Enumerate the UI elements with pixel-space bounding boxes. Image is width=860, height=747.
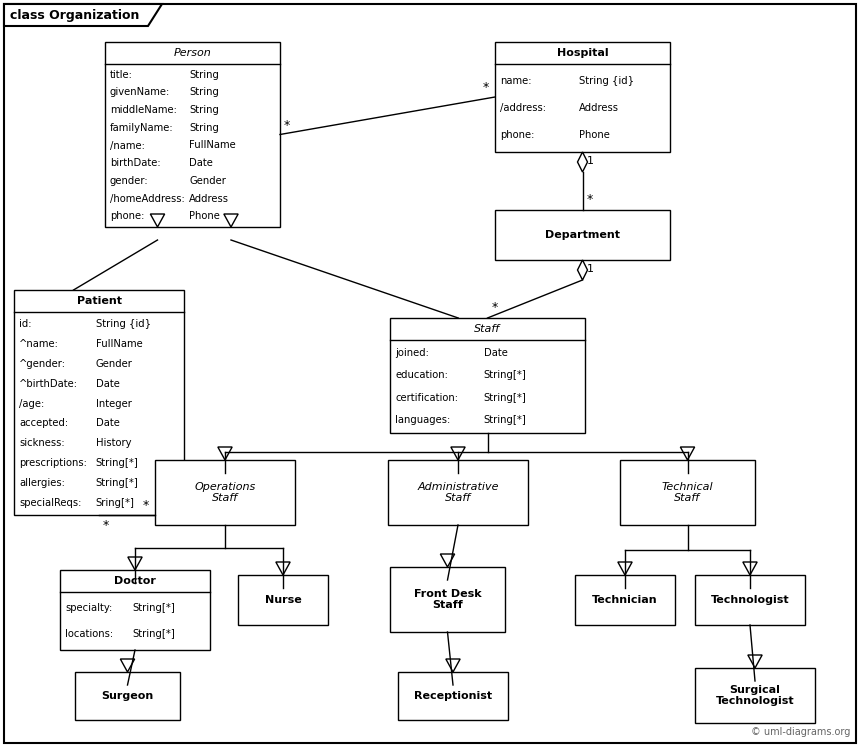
Text: *: * (587, 193, 593, 206)
Text: birthDate:: birthDate: (110, 158, 161, 168)
Bar (575, 575, 675, 625)
Bar (390, 567, 505, 632)
Text: String: String (189, 69, 219, 80)
Text: String {id}: String {id} (95, 319, 150, 329)
Text: Date: Date (483, 348, 507, 359)
Text: Date: Date (95, 379, 120, 388)
Text: familyName:: familyName: (110, 123, 174, 133)
Text: ^birthDate:: ^birthDate: (19, 379, 78, 388)
Text: allergies:: allergies: (19, 478, 64, 488)
Bar (238, 575, 328, 625)
Text: *: * (492, 301, 498, 314)
Text: History: History (95, 438, 131, 448)
Bar (14, 290, 184, 515)
Text: /name:: /name: (110, 140, 144, 150)
Text: ^gender:: ^gender: (19, 359, 66, 369)
Text: FullName: FullName (95, 339, 143, 349)
Text: *: * (143, 499, 149, 512)
Text: joined:: joined: (395, 348, 429, 359)
Text: String[*]: String[*] (95, 458, 138, 468)
Text: Doctor: Doctor (114, 576, 156, 586)
Text: Surgical
Technologist: Surgical Technologist (716, 685, 795, 707)
Text: String: String (189, 105, 219, 115)
Text: Receptionist: Receptionist (414, 691, 492, 701)
Text: sickness:: sickness: (19, 438, 64, 448)
Text: String[*]: String[*] (132, 603, 175, 613)
Text: String[*]: String[*] (95, 478, 138, 488)
Text: *: * (482, 81, 489, 94)
Bar (155, 460, 295, 525)
Text: /homeAddress:: /homeAddress: (110, 193, 185, 204)
Text: Phone: Phone (189, 211, 220, 221)
Text: name:: name: (500, 75, 531, 85)
Text: FullName: FullName (189, 140, 236, 150)
Text: Technician: Technician (593, 595, 658, 605)
Text: specialty:: specialty: (65, 603, 113, 613)
Text: accepted:: accepted: (19, 418, 68, 429)
Text: Technical
Staff: Technical Staff (661, 482, 713, 503)
Text: Person: Person (174, 48, 212, 58)
Text: Address: Address (579, 103, 619, 113)
Bar (388, 460, 528, 525)
Text: class Organization: class Organization (10, 8, 139, 22)
Bar (390, 318, 585, 433)
Text: Address: Address (189, 193, 229, 204)
Text: specialReqs:: specialReqs: (19, 498, 82, 508)
Text: education:: education: (395, 371, 448, 380)
Bar (695, 668, 815, 723)
Text: Staff: Staff (475, 324, 501, 334)
Text: String {id}: String {id} (579, 75, 634, 85)
Bar (620, 460, 755, 525)
Bar (495, 210, 670, 260)
Text: phone:: phone: (500, 131, 534, 140)
Text: String: String (189, 87, 219, 97)
Bar (75, 672, 180, 720)
Text: Front Desk
Staff: Front Desk Staff (414, 589, 482, 610)
Text: title:: title: (110, 69, 133, 80)
Text: id:: id: (19, 319, 32, 329)
Text: locations:: locations: (65, 629, 114, 639)
Text: Surgeon: Surgeon (101, 691, 154, 701)
Text: givenName:: givenName: (110, 87, 170, 97)
Text: /address:: /address: (500, 103, 546, 113)
Text: Hospital: Hospital (556, 48, 608, 58)
Polygon shape (4, 4, 162, 26)
Text: String[*]: String[*] (483, 393, 526, 403)
Text: Sring[*]: Sring[*] (95, 498, 134, 508)
Text: /age:: /age: (19, 399, 44, 409)
Text: String[*]: String[*] (132, 629, 175, 639)
Text: String[*]: String[*] (483, 415, 526, 425)
Text: Gender: Gender (189, 176, 226, 186)
Text: Date: Date (189, 158, 213, 168)
Text: Department: Department (545, 230, 620, 240)
Text: Patient: Patient (77, 296, 121, 306)
Text: certification:: certification: (395, 393, 458, 403)
Bar (60, 570, 210, 650)
Text: Date: Date (95, 418, 120, 429)
Text: gender:: gender: (110, 176, 149, 186)
Text: middleName:: middleName: (110, 105, 177, 115)
Text: © uml-diagrams.org: © uml-diagrams.org (751, 727, 850, 737)
Bar (495, 42, 670, 152)
Bar (695, 575, 805, 625)
Bar (398, 672, 508, 720)
Text: Integer: Integer (95, 399, 132, 409)
Text: Technologist: Technologist (710, 595, 789, 605)
Text: String: String (189, 123, 219, 133)
Text: *: * (103, 519, 109, 532)
Text: 1: 1 (587, 156, 593, 166)
Text: Phone: Phone (579, 131, 610, 140)
Bar (105, 42, 280, 227)
Text: ^name:: ^name: (19, 339, 58, 349)
Text: languages:: languages: (395, 415, 451, 425)
Text: Administrative
Staff: Administrative Staff (417, 482, 499, 503)
Text: prescriptions:: prescriptions: (19, 458, 87, 468)
Text: Operations
Staff: Operations Staff (194, 482, 255, 503)
Text: String[*]: String[*] (483, 371, 526, 380)
Text: 1: 1 (587, 264, 593, 274)
Text: Gender: Gender (95, 359, 132, 369)
Text: Nurse: Nurse (265, 595, 301, 605)
Text: *: * (284, 119, 291, 131)
Text: phone:: phone: (110, 211, 144, 221)
